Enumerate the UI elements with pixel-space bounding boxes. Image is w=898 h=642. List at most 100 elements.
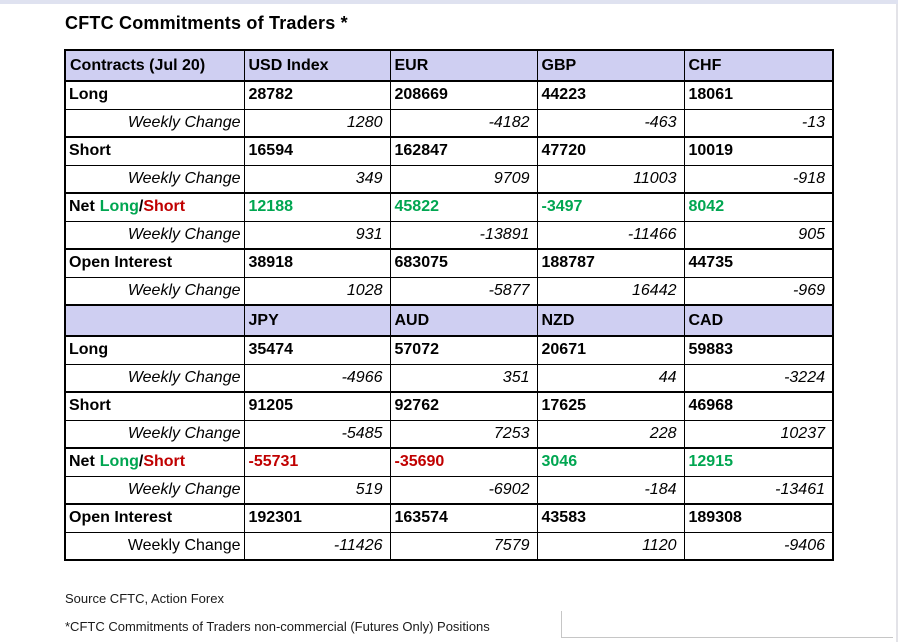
value-cell: 35474 bbox=[243, 335, 391, 365]
row-label-long: Long bbox=[64, 335, 245, 365]
net-value-cell: -35690 bbox=[389, 447, 538, 477]
value-cell: 163574 bbox=[389, 503, 538, 533]
scrollbar-track[interactable] bbox=[896, 4, 898, 642]
row-label-short: Short bbox=[64, 136, 245, 166]
table-row-open-interest-2: Open Interest 192301 163574 43583 189308 bbox=[64, 503, 834, 533]
net-label-slash: / bbox=[138, 453, 144, 471]
weekly-change-cell: 11003 bbox=[536, 164, 685, 194]
background-grid-line-horizontal bbox=[561, 637, 893, 638]
weekly-change-cell: 228 bbox=[536, 419, 685, 449]
column-header-gbp: GBP bbox=[536, 49, 685, 82]
background-grid-line-vertical bbox=[561, 611, 562, 637]
net-value-cell: 8042 bbox=[683, 192, 834, 222]
value-cell: 92762 bbox=[389, 391, 538, 421]
net-value-cell: -3497 bbox=[536, 192, 685, 222]
value-cell: 18061 bbox=[683, 80, 834, 110]
weekly-change-cell: 9709 bbox=[389, 164, 538, 194]
net-value-cell: -55731 bbox=[243, 447, 391, 477]
value-cell: 91205 bbox=[243, 391, 391, 421]
weekly-change-cell: 16442 bbox=[536, 276, 685, 306]
column-header-empty bbox=[64, 304, 245, 337]
page-title: CFTC Commitments of Traders * bbox=[65, 13, 348, 33]
weekly-change-cell: -4966 bbox=[243, 363, 391, 393]
net-label-short: Short bbox=[143, 198, 186, 216]
row-label-long: Long bbox=[64, 80, 245, 110]
column-header-aud: AUD bbox=[389, 304, 538, 337]
value-cell: 47720 bbox=[536, 136, 685, 166]
row-label-weekly-change: Weekly Change bbox=[64, 419, 245, 449]
weekly-change-cell: 349 bbox=[243, 164, 391, 194]
window-top-strip bbox=[0, 0, 898, 4]
value-cell: 189308 bbox=[683, 503, 834, 533]
column-header-eur: EUR bbox=[389, 49, 538, 82]
value-cell: 192301 bbox=[243, 503, 391, 533]
table-row-short-1: Short 16594 162847 47720 10019 bbox=[64, 136, 834, 166]
table-row-short-wc-1: Weekly Change 349 9709 11003 -918 bbox=[64, 164, 834, 194]
value-cell: 57072 bbox=[389, 335, 538, 365]
table-row-net-2: Net Long/Short -55731 -35690 3046 12915 bbox=[64, 447, 834, 477]
column-header-contracts: Contracts (Jul 20) bbox=[64, 49, 245, 82]
net-label-slash: / bbox=[138, 198, 144, 216]
value-cell: 44223 bbox=[536, 80, 685, 110]
row-label-weekly-change: Weekly Change bbox=[64, 475, 245, 505]
column-header-jpy: JPY bbox=[243, 304, 391, 337]
value-cell: 43583 bbox=[536, 503, 685, 533]
row-label-weekly-change: Weekly Change bbox=[64, 164, 245, 194]
value-cell: 28782 bbox=[243, 80, 391, 110]
value-cell: 46968 bbox=[683, 391, 834, 421]
row-label-short: Short bbox=[64, 391, 245, 421]
net-label-short: Short bbox=[143, 453, 186, 471]
weekly-change-cell: -4182 bbox=[389, 108, 538, 138]
weekly-change-cell: 1280 bbox=[243, 108, 391, 138]
column-header-nzd: NZD bbox=[536, 304, 685, 337]
table-header-row-2: JPY AUD NZD CAD bbox=[64, 304, 834, 337]
value-cell: 17625 bbox=[536, 391, 685, 421]
row-label-net-long-short: Net Long/Short bbox=[64, 192, 245, 222]
weekly-change-cell: 7579 bbox=[389, 531, 538, 561]
row-label-open-interest: Open Interest bbox=[64, 503, 245, 533]
net-value-cell: 12915 bbox=[683, 447, 834, 477]
row-label-weekly-change: Weekly Change bbox=[64, 108, 245, 138]
net-value-cell: 12188 bbox=[243, 192, 391, 222]
column-header-usd-index: USD Index bbox=[243, 49, 391, 82]
value-cell: 16594 bbox=[243, 136, 391, 166]
weekly-change-cell: -13 bbox=[683, 108, 834, 138]
net-label-long: Long bbox=[99, 453, 139, 471]
table-row-long-wc-1: Weekly Change 1280 -4182 -463 -13 bbox=[64, 108, 834, 138]
source-note: Source CFTC, Action Forex bbox=[65, 591, 224, 606]
row-label-weekly-change: Weekly Change bbox=[64, 363, 245, 393]
weekly-change-cell: -969 bbox=[683, 276, 834, 306]
weekly-change-cell: 44 bbox=[536, 363, 685, 393]
column-header-cad: CAD bbox=[683, 304, 834, 337]
table-row-net-wc-2: Weekly Change 519 -6902 -184 -13461 bbox=[64, 475, 834, 505]
table-row-open-interest-1: Open Interest 38918 683075 188787 44735 bbox=[64, 248, 834, 278]
weekly-change-cell: -13891 bbox=[389, 220, 538, 250]
weekly-change-cell: 519 bbox=[243, 475, 391, 505]
weekly-change-cell: -13461 bbox=[683, 475, 834, 505]
weekly-change-cell: 931 bbox=[243, 220, 391, 250]
table-row-net-1: Net Long/Short 12188 45822 -3497 8042 bbox=[64, 192, 834, 222]
value-cell: 683075 bbox=[389, 248, 538, 278]
row-label-weekly-change: Weekly Change bbox=[64, 220, 245, 250]
net-value-cell: 3046 bbox=[536, 447, 685, 477]
weekly-change-cell: -5877 bbox=[389, 276, 538, 306]
weekly-change-cell: -6902 bbox=[389, 475, 538, 505]
weekly-change-cell: 905 bbox=[683, 220, 834, 250]
net-label-net: Net bbox=[69, 198, 95, 216]
weekly-change-cell: -3224 bbox=[683, 363, 834, 393]
weekly-change-cell: 351 bbox=[389, 363, 538, 393]
weekly-change-cell: 7253 bbox=[389, 419, 538, 449]
table-row-short-2: Short 91205 92762 17625 46968 bbox=[64, 391, 834, 421]
value-cell: 188787 bbox=[536, 248, 685, 278]
table-row-long-2: Long 35474 57072 20671 59883 bbox=[64, 335, 834, 365]
net-value-cell: 45822 bbox=[389, 192, 538, 222]
weekly-change-cell: -184 bbox=[536, 475, 685, 505]
value-cell: 59883 bbox=[683, 335, 834, 365]
table-row-oi-wc-1: Weekly Change 1028 -5877 16442 -969 bbox=[64, 276, 834, 306]
weekly-change-cell: 1028 bbox=[243, 276, 391, 306]
row-label-net-long-short: Net Long/Short bbox=[64, 447, 245, 477]
weekly-change-cell: -9406 bbox=[683, 531, 834, 561]
value-cell: 10019 bbox=[683, 136, 834, 166]
table-row-short-wc-2: Weekly Change -5485 7253 228 10237 bbox=[64, 419, 834, 449]
value-cell: 208669 bbox=[389, 80, 538, 110]
